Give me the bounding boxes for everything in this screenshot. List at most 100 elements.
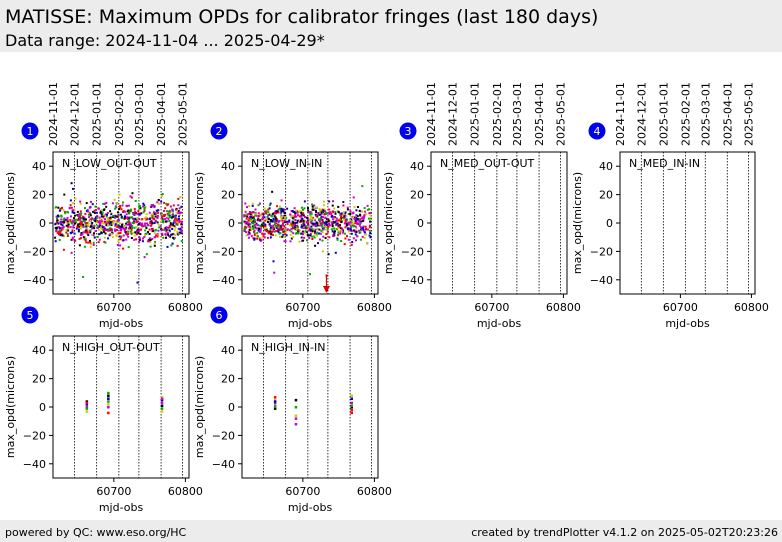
x-tick-label: 60800	[734, 301, 769, 314]
data-point	[338, 225, 341, 228]
data-point	[275, 225, 278, 228]
data-point	[110, 232, 113, 235]
y-axis-label: max_opd(microns)	[382, 172, 395, 274]
x-axis-label: mjd-obs	[288, 501, 333, 514]
data-point	[319, 224, 321, 227]
data-point	[258, 227, 261, 230]
data-point	[259, 219, 262, 222]
data-point	[97, 233, 100, 236]
data-point	[56, 226, 59, 229]
data-point	[322, 216, 325, 219]
data-point	[133, 211, 136, 214]
data-point	[310, 225, 313, 228]
data-point	[328, 223, 330, 225]
data-point	[161, 232, 164, 235]
data-point	[129, 195, 132, 198]
data-point	[286, 207, 289, 210]
data-point	[135, 218, 138, 221]
data-point	[300, 219, 302, 222]
data-point	[169, 224, 172, 226]
data-point	[119, 244, 122, 247]
data-point	[307, 207, 309, 210]
data-point	[288, 220, 291, 223]
data-point	[148, 218, 151, 220]
data-point	[85, 218, 87, 221]
data-point	[263, 228, 266, 231]
data-point	[354, 222, 357, 225]
plot-frame	[619, 151, 756, 295]
data-point	[132, 220, 135, 223]
data-point	[82, 231, 85, 234]
y-tick-label: 0	[228, 217, 235, 230]
data-point	[180, 222, 183, 225]
data-point	[138, 241, 141, 244]
data-point	[136, 217, 139, 220]
data-point	[347, 230, 350, 233]
data-point	[145, 226, 148, 229]
data-point	[118, 222, 121, 225]
data-point	[130, 208, 133, 211]
data-point	[125, 228, 128, 231]
data-point	[284, 218, 287, 221]
data-point	[116, 226, 119, 228]
data-point	[163, 201, 166, 204]
data-point	[94, 220, 97, 223]
data-point	[66, 220, 69, 223]
data-point	[69, 231, 72, 234]
data-point	[107, 224, 109, 227]
data-point	[177, 210, 180, 213]
y-axis-label: max_opd(microns)	[193, 172, 206, 274]
data-point	[165, 226, 168, 229]
data-point	[100, 226, 102, 229]
data-point	[298, 229, 301, 232]
data-point	[290, 227, 293, 230]
data-point	[302, 239, 305, 242]
data-point	[342, 231, 345, 234]
data-point	[346, 235, 348, 238]
data-point	[93, 219, 95, 222]
data-point	[246, 206, 248, 209]
data-point	[161, 233, 164, 236]
data-point	[303, 223, 306, 226]
x-tick-label: 60800	[546, 301, 581, 314]
data-point	[325, 228, 327, 231]
data-point	[108, 222, 111, 225]
data-point	[253, 237, 256, 240]
data-point	[350, 397, 353, 400]
data-point	[253, 211, 256, 214]
data-point	[350, 404, 353, 408]
data-point	[298, 211, 301, 213]
data-point	[278, 225, 281, 228]
data-point	[120, 236, 123, 239]
data-point	[306, 220, 308, 223]
date-label: 2025-05-01	[743, 82, 756, 146]
data-point	[363, 231, 366, 234]
data-point	[271, 233, 274, 236]
data-point	[293, 216, 296, 219]
data-point	[164, 218, 167, 220]
date-label: 2025-03-01	[699, 82, 712, 146]
data-point	[132, 217, 135, 220]
data-point	[306, 229, 308, 231]
data-point	[295, 215, 298, 218]
data-point	[265, 228, 268, 231]
data-point	[109, 233, 112, 236]
data-point	[174, 221, 177, 224]
data-point	[145, 232, 148, 235]
data-point	[340, 215, 342, 218]
data-point	[283, 211, 286, 214]
data-point	[72, 187, 74, 190]
data-point	[245, 234, 248, 237]
data-point	[139, 205, 142, 208]
data-point	[280, 216, 283, 219]
data-point	[336, 222, 339, 225]
data-point	[168, 224, 171, 227]
data-point	[109, 216, 112, 219]
data-point	[140, 224, 143, 227]
data-point	[355, 209, 358, 212]
data-point	[122, 234, 125, 237]
data-point	[304, 216, 307, 219]
data-point	[328, 208, 331, 211]
data-point	[136, 281, 139, 284]
data-point	[78, 213, 81, 216]
